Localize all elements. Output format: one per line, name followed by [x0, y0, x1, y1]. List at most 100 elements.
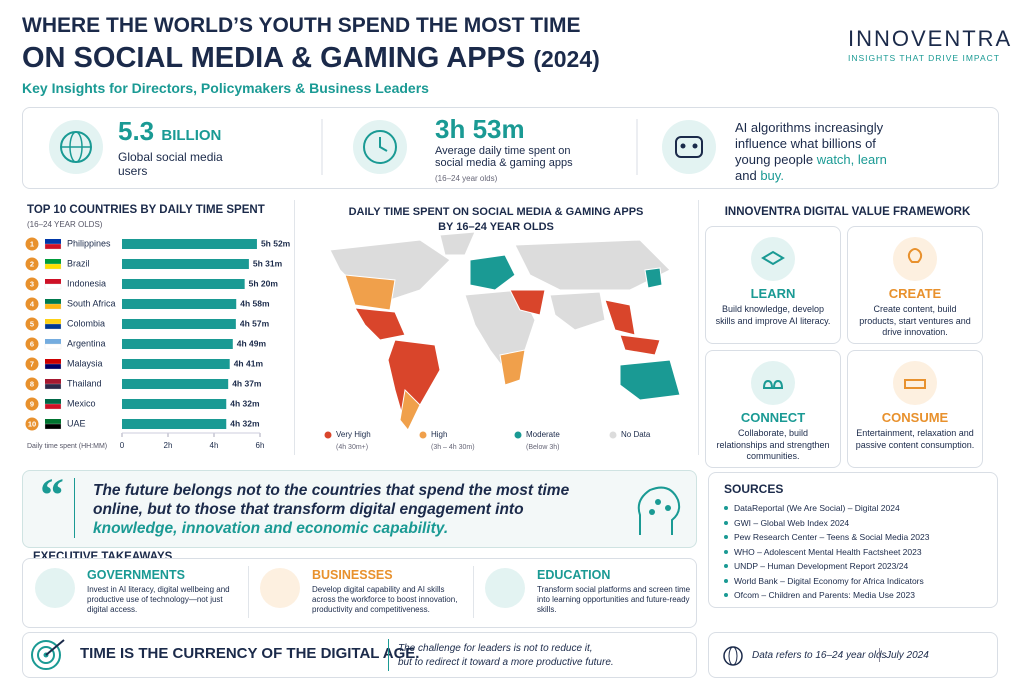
- stat-label: Global social media users: [118, 150, 223, 178]
- divider: [473, 566, 474, 618]
- rank-badge: [25, 297, 39, 311]
- flag: [45, 379, 61, 384]
- flag: [44, 283, 62, 290]
- icon-bg: [662, 120, 716, 174]
- source-item: UNDP – Human Development Report 2023/24: [734, 561, 909, 571]
- takeaways-box: [22, 558, 697, 628]
- flag: [44, 363, 62, 370]
- data-note: Data refers to 16–24 year olds: [752, 650, 887, 661]
- stat-number: 5.3: [118, 116, 155, 146]
- legend-label: Moderate: [526, 430, 560, 439]
- title-year: (2024): [533, 46, 600, 72]
- rank-badge: [25, 257, 39, 271]
- value-label: 4h 32m: [230, 398, 260, 408]
- x-tick-label: 2h: [164, 441, 173, 450]
- highlight: buy.: [760, 168, 784, 183]
- title-main: ON SOCIAL MEDIA & GAMING APPS: [22, 42, 526, 74]
- flag: [45, 399, 61, 404]
- rank-badge: [25, 277, 39, 291]
- bar: [122, 359, 230, 369]
- takeaway-text: Invest in AI literacy, digital wellbeing…: [87, 585, 230, 614]
- flag: [45, 419, 61, 424]
- category-label: Brazil: [67, 258, 90, 268]
- note-line: but to redirect it toward a more product…: [398, 657, 614, 668]
- value-label: 5h 52m: [261, 238, 291, 248]
- rank: 7: [30, 359, 34, 368]
- rank-badge: [25, 417, 39, 431]
- region: [509, 289, 546, 316]
- flag: [44, 263, 62, 270]
- source-item: Ofcom – Children and Parents: Media Use …: [734, 590, 915, 600]
- bar: [122, 379, 229, 389]
- region: [469, 254, 516, 291]
- region: [549, 291, 606, 331]
- region: [619, 334, 661, 356]
- bar: [122, 299, 237, 309]
- category-label: Philippines: [67, 238, 111, 248]
- value-label: 4h 37m: [232, 378, 262, 388]
- footer-note: The challenge for leaders is not to redu…: [398, 642, 614, 670]
- footer-headline: TIME IS THE CURRENCY OF THE DIGITAL AGE.: [80, 645, 420, 662]
- chart-subtitle: (16–24 YEAR OLDS): [27, 220, 103, 229]
- takeaway-icon: [260, 568, 300, 608]
- source-item: DataReportal (We Are Social) – Digital 2…: [734, 503, 900, 513]
- source-item: WHO – Adolescent Mental Health Factsheet…: [734, 546, 922, 557]
- category-label: Argentina: [67, 338, 106, 348]
- region: [399, 388, 421, 431]
- icon-glyph: [762, 379, 784, 389]
- framework-card: [705, 350, 841, 468]
- robot-icon: [675, 136, 703, 158]
- flag: [44, 303, 62, 310]
- bullet: [724, 549, 728, 554]
- bullet: [724, 578, 728, 583]
- card-icon: [893, 237, 937, 281]
- sources-box: [708, 472, 998, 608]
- bar: [122, 259, 249, 269]
- rank: 8: [30, 379, 34, 388]
- map-title-line: DAILY TIME SPENT ON SOCIAL MEDIA & GAMIN…: [348, 206, 644, 218]
- region: [604, 299, 636, 336]
- stats-icons: [49, 119, 716, 175]
- source-item: GWI – Global Web Index 2024: [734, 517, 850, 528]
- x-tick-label: 4h: [210, 441, 219, 450]
- quote-text: The future belongs not to the countries …: [93, 481, 593, 538]
- globe-small: [723, 646, 743, 666]
- icon-bg: [751, 237, 795, 281]
- takeaway-title: EDUCATION: [537, 568, 611, 582]
- rank: 2: [30, 259, 34, 268]
- stat-text: AI algorithms increasingly influence wha…: [735, 120, 884, 167]
- framework-title: INNOVENTRA DIGITAL VALUE FRAMEWORK: [724, 206, 971, 218]
- x-tick-label: 6h: [256, 441, 265, 450]
- flag: [44, 403, 62, 410]
- rank: 5: [30, 319, 34, 328]
- quote-highlight: knowledge, innovation and economic capab…: [93, 520, 449, 537]
- legend-label: High: [431, 430, 447, 439]
- legend-swatch: [514, 431, 522, 439]
- map-title: DAILY TIME SPENT ON SOCIAL MEDIA & GAMIN…: [300, 205, 692, 235]
- legend-range: (Below 3h): [526, 444, 559, 451]
- category-label: Thailand: [67, 378, 102, 388]
- takeaway-icon: [485, 568, 525, 608]
- rank: 9: [30, 399, 34, 408]
- x-tick-label: 0: [120, 441, 125, 450]
- framework-card: [847, 350, 983, 468]
- legend-range: (3h – 4h 30m): [431, 444, 475, 451]
- flag: [45, 279, 61, 284]
- legend-label: Very High: [336, 430, 371, 439]
- stat-ai: AI algorithms increasingly influence wha…: [735, 120, 910, 184]
- bar: [122, 279, 245, 289]
- rank: 3: [30, 279, 34, 288]
- legend-range: (4h 30m+): [336, 444, 368, 451]
- node: [655, 499, 661, 505]
- category-label: Malaysia: [67, 358, 103, 368]
- category-label: UAE: [67, 418, 86, 428]
- region: [439, 231, 476, 256]
- rank: 10: [28, 419, 36, 428]
- robot-icon: [692, 143, 698, 149]
- quote-mark: “: [40, 469, 64, 522]
- rank-badge: [25, 397, 39, 411]
- framework-card: [847, 226, 983, 344]
- flag: [44, 323, 62, 330]
- category-label: Colombia: [67, 318, 105, 328]
- icon-bg: [751, 361, 795, 405]
